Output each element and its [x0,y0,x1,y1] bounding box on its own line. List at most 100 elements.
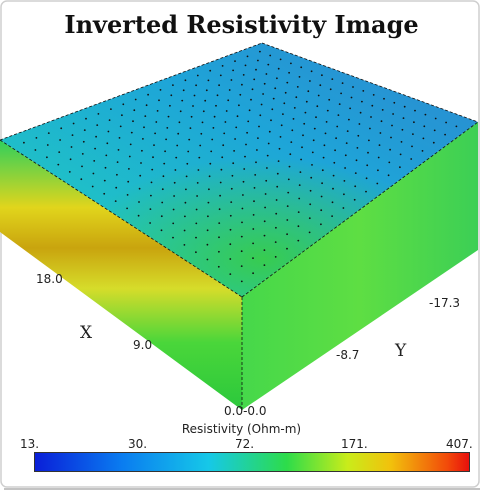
electrode-dot [276,77,278,80]
electrode-dot [242,180,245,183]
electrode-dot [345,142,348,145]
electrode-dot [259,50,261,53]
electrode-dot [389,148,391,151]
electrode-dot [255,68,257,71]
electrode-dot [190,115,193,118]
electrode-dot [229,214,232,217]
electrode-dot [433,129,436,132]
electrode-dot [336,125,339,128]
electrode-dot [346,130,349,133]
electrode-dot [252,242,255,245]
electrode-dot [370,116,372,118]
electrode-dot [275,212,278,215]
electrode-dot [296,86,299,88]
electrode-dot [229,258,232,260]
electrode-dot [307,90,310,93]
electrode-dot [265,179,268,182]
electrode-dot [267,63,270,66]
electrode-dot [289,153,292,156]
electrode-dot [383,97,385,100]
electrode-dot [344,167,346,169]
electrode-dot [368,139,370,142]
electrode-dot [270,119,272,122]
electrode-dot [298,184,301,187]
electrode-dot [250,98,252,101]
electrode-dot [147,93,150,96]
electrode-dot [309,203,312,206]
electrode-dot [105,154,108,157]
electrode-dot [158,99,160,102]
electrode-dot [169,104,171,107]
electrode-dot [300,158,302,161]
electrode-dot [184,79,187,82]
electrode-dot [163,162,166,165]
electrode-dot [82,140,85,143]
electrode-dot [432,141,435,144]
electrode-dot [80,178,83,181]
electrode-dot [138,201,140,203]
electrode-dot [185,188,187,191]
electrode-dot [279,58,282,61]
electrode-dot [269,54,272,57]
electrode-dot [337,114,340,116]
electrode-dot [216,94,219,97]
electrode-dot [423,125,426,128]
colorbar-tick-72: 72. [235,437,255,451]
electrode-dot [172,222,175,225]
electrode-dot [242,74,245,76]
electrode-dot [96,124,99,126]
electrode-dot [116,161,119,164]
electrode-dot [97,113,100,115]
electrode-dot [121,114,123,117]
electrode-dot [367,151,369,154]
electrode-dot [263,249,266,252]
electrode-dot [455,125,458,128]
electrode-dot [92,172,95,175]
electrode-dot [143,126,145,129]
electrode-dot [263,264,266,266]
electrode-dot [198,156,201,159]
electrode-dot [413,121,415,124]
electrode-dot [260,103,263,106]
electrode-dot [324,132,327,135]
electrode-dot [257,59,259,62]
electrode-dot [357,134,360,137]
electrode-dot [181,99,184,102]
electrode-dot [246,55,249,58]
electrode-dot [207,201,210,204]
electrode-dot [378,144,381,147]
electrode-dot [232,162,235,165]
electrode-dot [47,132,50,135]
electrode-dot [308,217,311,220]
electrode-dot [263,82,266,85]
electrode-dot [321,182,323,185]
electrode-dot [402,117,405,119]
electrode-dot [286,219,289,221]
electrode-dot [251,88,254,91]
electrode-dot [288,71,290,74]
electrode-dot [223,132,226,135]
electrode-dot [156,110,159,112]
electrode-dot [326,109,329,112]
electrode-dot [379,132,382,134]
electrode-dot [173,181,176,184]
electrode-dot [193,94,196,97]
electrode-dot [172,84,174,86]
electrode-dot [119,125,122,128]
colorbar [34,452,470,472]
electrode-dot [366,164,369,167]
electrode-dot [197,169,200,171]
electrode-dot [277,160,280,163]
electrode-dot [391,124,393,127]
electrode-dot [252,272,255,275]
electrode-dot [315,116,317,119]
electrode-dot [264,206,266,209]
electrode-dot [256,149,258,151]
electrode-dot [355,159,358,162]
electrode-dot [46,144,49,146]
electrode-dot [114,200,117,203]
electrode-dot [297,239,300,242]
electrode-dot [283,102,286,105]
electrode-dot [349,107,351,110]
